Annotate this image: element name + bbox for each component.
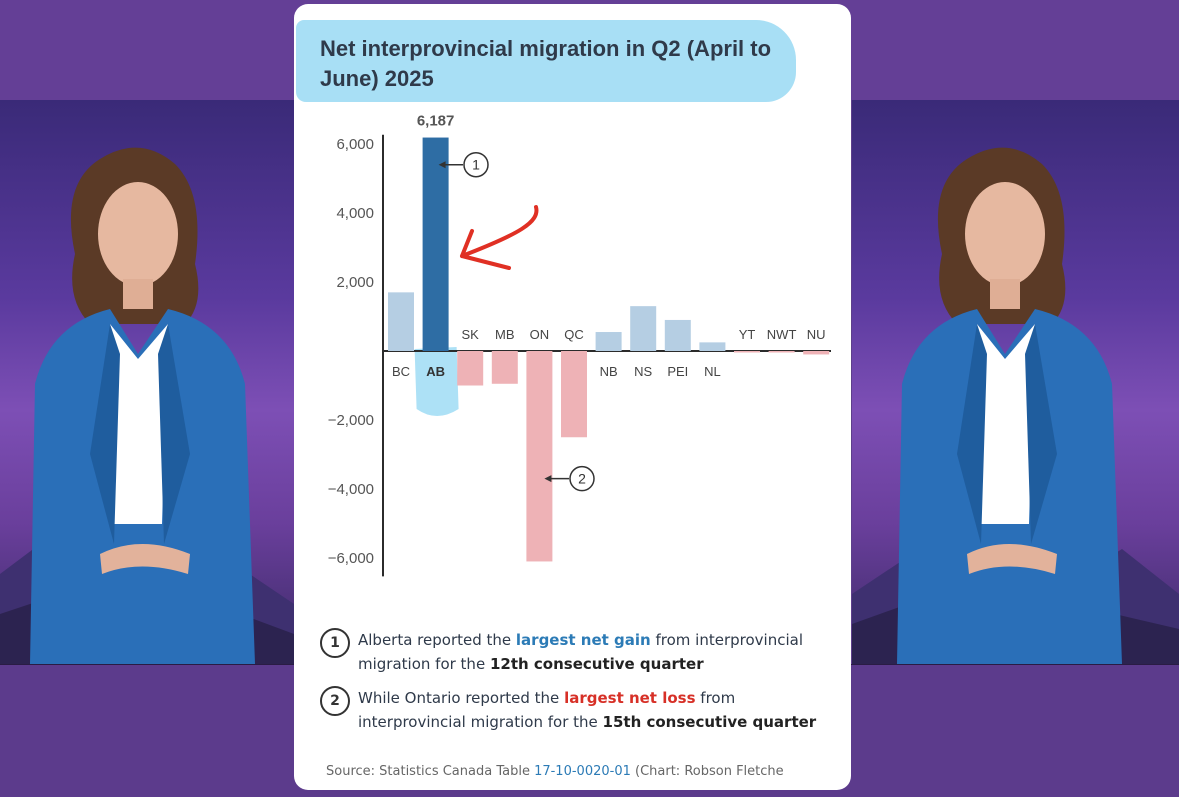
footnote-1-badge: 1 (320, 628, 350, 658)
category-label-pei: PEI (667, 364, 688, 379)
category-label-ns: NS (634, 364, 652, 379)
footnote-2-badge: 2 (320, 686, 350, 716)
red-annotation-arrow (462, 207, 536, 268)
bar-sk (457, 351, 483, 386)
source-prefix: Source: Statistics Canada Table (326, 764, 534, 779)
category-label-nb: NB (600, 364, 618, 379)
category-label-nwt: NWT (767, 327, 797, 342)
category-label-qc: QC (564, 327, 584, 342)
category-label-mb: MB (495, 327, 515, 342)
bar-on (526, 351, 552, 561)
bar-bc (388, 292, 414, 351)
bar-chart: 6,000 4,000 2,000 −2,000 −4,000 −6,000 BC AB SK… (294, 104, 851, 614)
presenter-figure (857, 124, 1157, 664)
footnote-2-part: While Ontario reported the (358, 689, 564, 707)
bar-ns (630, 306, 656, 351)
largest-net-gain-text: largest net gain (516, 631, 651, 649)
bar-mb (492, 351, 518, 384)
category-label-yt: YT (739, 327, 756, 342)
category-label-bc: BC (392, 364, 410, 379)
category-label-on: ON (530, 327, 550, 342)
bar-nwt (769, 351, 795, 353)
chart-card: Net interprovincial migration in Q2 (Apr… (294, 4, 851, 790)
bar-ab (423, 138, 449, 351)
footnote-1-part: Alberta reported the (358, 631, 516, 649)
footnote-2-strong: 15th consecutive quarter (603, 713, 817, 731)
chart-title: Net interprovincial migration in Q2 (Apr… (320, 34, 820, 94)
presenter-figure (0, 124, 290, 664)
category-label-nl: NL (704, 364, 721, 379)
source-table-link[interactable]: 17-10-0020-01 (534, 764, 631, 779)
footnote-1-strong: 12th consecutive quarter (490, 655, 704, 673)
y-tick-label: −2,000 (328, 412, 374, 429)
category-label-sk: SK (462, 327, 480, 342)
bar-yt (734, 351, 760, 353)
presenter-video-left (0, 100, 294, 664)
bar-nl (699, 342, 725, 351)
callout-1-number: 1 (472, 157, 480, 173)
y-tick-label: 2,000 (336, 274, 374, 291)
y-tick-label: 4,000 (336, 205, 374, 222)
source-suffix: (Chart: Robson Fletche (631, 764, 784, 779)
footnote-2-text: While Ontario reported the largest net l… (358, 686, 828, 734)
bar-nb (596, 332, 622, 351)
callout-2-number: 2 (578, 471, 586, 487)
highlighter-mark (415, 347, 459, 416)
footnote-1-text: Alberta reported the largest net gain fr… (358, 628, 828, 676)
bar-qc (561, 351, 587, 437)
y-tick-label: 6,000 (336, 136, 374, 153)
value-label-ab: 6,187 (417, 113, 455, 130)
category-label-nu: NU (807, 327, 826, 342)
largest-net-loss-text: largest net loss (564, 689, 695, 707)
presenter-video-right (852, 100, 1179, 664)
bar-nu (803, 351, 829, 354)
bar-pei (665, 320, 691, 351)
source-line: Source: Statistics Canada Table 17-10-00… (326, 764, 784, 779)
category-label-ab: AB (426, 364, 445, 379)
y-tick-label: −4,000 (328, 481, 374, 498)
y-tick-label: −6,000 (328, 550, 374, 567)
